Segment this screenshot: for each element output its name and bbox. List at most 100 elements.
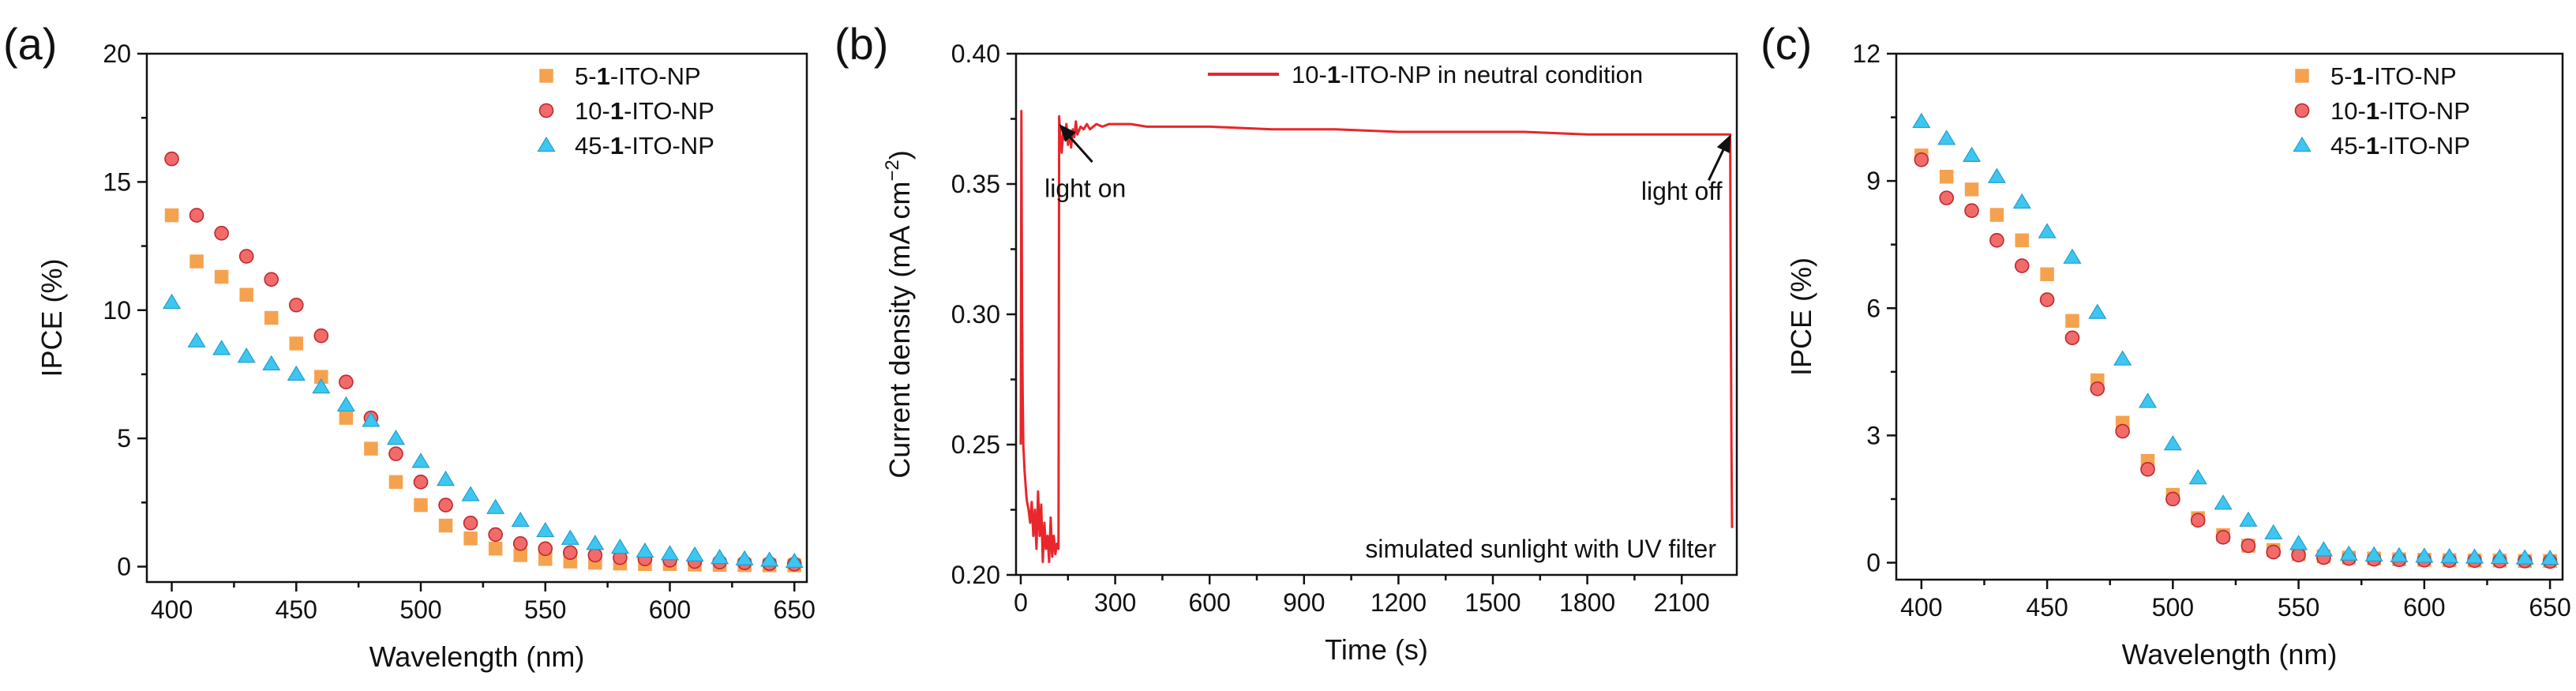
data-point-triangle (2088, 303, 2107, 319)
x-tick-label: 400 (151, 595, 193, 624)
data-point-triangle (1962, 146, 1982, 163)
data-point-triangle (636, 542, 654, 558)
data-point-triangle (660, 545, 680, 561)
data-point-triangle (312, 378, 331, 394)
data-point-triangle (437, 470, 456, 486)
data-point-square (189, 254, 204, 269)
panel-label: (a) (3, 19, 57, 69)
legend-marker-circle (538, 103, 554, 118)
data-point-triangle (2214, 494, 2233, 510)
data-point-triangle (2038, 223, 2057, 238)
data-point-square (264, 310, 279, 325)
legend-label: 10-1-ITO-NP in neutral condition (1292, 61, 1643, 88)
plot-frame (145, 52, 808, 584)
data-point-triangle (2063, 248, 2082, 264)
y-axis-title: IPCE (%) (1785, 257, 1817, 376)
legend-label-bold: 1 (1327, 61, 1340, 88)
data-point-circle (2190, 513, 2206, 528)
panel-b-chart: (b) 0 300 600 900 1200 1500 1800 2100 0.20 0.25 0.3… (834, 19, 1738, 666)
data-point-triangle (461, 486, 480, 501)
data-point-circle (214, 226, 229, 241)
data-point-circle (2115, 423, 2130, 439)
y-axis-title-close: ) (883, 150, 916, 160)
data-point-square (289, 336, 304, 351)
data-point-square (438, 518, 453, 533)
x-tick-label: 1500 (1464, 588, 1520, 617)
data-point-square (388, 475, 403, 490)
data-point-triangle (1987, 167, 2006, 183)
annotation-arrowhead (1059, 124, 1076, 142)
legend-label-suffix: -ITO-NP in neutral condition (1340, 61, 1643, 88)
data-point-circle (2090, 381, 2105, 396)
x-tick-label: 600 (2403, 593, 2445, 622)
data-point-circle (2291, 547, 2306, 563)
panel-a-chart: (a) 400 450 500 550 600 650 0 5 10 15 20 Wavelength … (3, 19, 816, 673)
data-point-triangle (2314, 541, 2333, 557)
data-point-triangle (287, 365, 306, 381)
data-point-triangle (262, 355, 281, 371)
data-point-square (339, 411, 354, 425)
legend-label-bold: 1 (610, 97, 624, 125)
data-point-circle (563, 545, 578, 560)
legend-label-suffix: -ITO-NP (624, 132, 714, 160)
legend-label-bold: 1 (2366, 97, 2379, 125)
data-point-triangle (2440, 547, 2459, 564)
data-point-triangle (1937, 130, 1956, 145)
y-tick-label: 0 (117, 553, 131, 581)
legend-label: 5-1-ITO-NP (575, 62, 701, 90)
data-point-circle (1914, 152, 1929, 167)
data-point-triangle (760, 551, 779, 567)
legend-label: 45-1-ITO-NP (2330, 132, 2470, 160)
legend-label-bold: 1 (597, 62, 610, 90)
y-tick-label: 0.25 (951, 430, 1000, 459)
data-point-square (364, 441, 378, 456)
x-tick-label: 550 (524, 595, 566, 624)
x-tick-label: 650 (774, 595, 816, 624)
data-point-square (2040, 267, 2054, 282)
data-point-triangle (2339, 545, 2358, 561)
legend-label-suffix: -ITO-NP (624, 97, 714, 125)
annotation-label: light off (1641, 177, 1723, 205)
data-point-triangle (536, 521, 555, 538)
data-point-triangle (212, 340, 231, 355)
legend-marker-triangle (2293, 136, 2312, 152)
data-point-square (2065, 314, 2079, 329)
legend-label-bold: 1 (610, 132, 624, 160)
data-point-triangle (486, 498, 505, 514)
legend-label: 10-1-ITO-NP (2330, 97, 2470, 125)
legend-marker-triangle (537, 136, 556, 152)
data-point-circle (2140, 462, 2155, 477)
data-point-square (164, 208, 179, 223)
x-tick-label: 600 (649, 595, 691, 624)
y-tick-label: 3 (1866, 421, 1880, 449)
y-tick-label: 20 (103, 39, 131, 68)
data-point-circle (164, 151, 179, 167)
series-line (1019, 110, 1734, 563)
x-axis-title: Wavelength (nm) (369, 640, 585, 673)
y-tick-label: 0 (1866, 549, 1880, 577)
data-point-triangle (2113, 350, 2132, 366)
panel-label: (b) (834, 19, 888, 69)
y-tick-label: 0.30 (951, 300, 1000, 329)
data-point-circle (288, 297, 304, 313)
data-point-circle (512, 535, 528, 551)
y-axis-title-superscript: −2 (882, 160, 903, 181)
legend-label: 5-1-ITO-NP (2330, 62, 2457, 90)
y-tick-label: 9 (1866, 167, 1880, 195)
data-point-square (239, 287, 253, 302)
y-axis-title-main: Current density (mA cm (883, 182, 916, 479)
plot-frame (1895, 52, 2564, 581)
legend-label-suffix: -ITO-NP (2379, 97, 2470, 125)
data-point-square (414, 498, 428, 513)
legend-label-prefix: 45- (2330, 132, 2366, 160)
annotation-arrowhead (1716, 134, 1731, 153)
data-point-triangle (1912, 112, 1931, 129)
legend-label: 45-1-ITO-NP (575, 132, 714, 160)
data-point-circle (313, 328, 329, 344)
data-point-square (2015, 233, 2029, 248)
legend-label-prefix: 45- (575, 132, 610, 160)
data-point-triangle (711, 548, 729, 565)
y-tick-label: 12 (1852, 39, 1880, 68)
data-point-circle (2064, 330, 2080, 346)
x-tick-label: 500 (2152, 593, 2194, 622)
